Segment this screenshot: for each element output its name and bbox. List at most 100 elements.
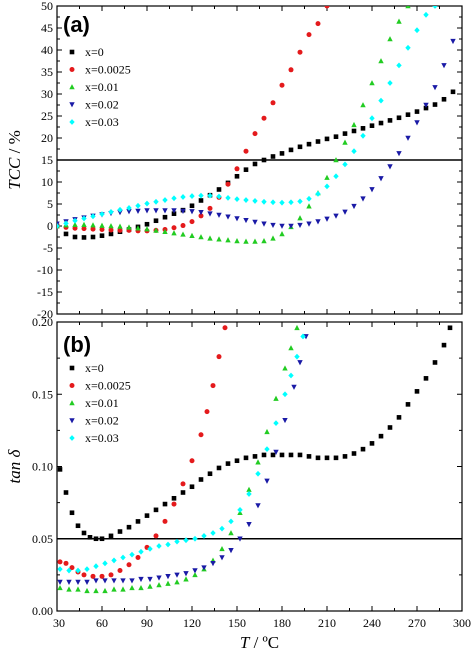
panel-a-point bbox=[72, 217, 78, 224]
panel-b-point bbox=[57, 559, 63, 565]
panel-a-point bbox=[279, 223, 285, 229]
panel-b-point bbox=[264, 478, 270, 484]
panel-b-point bbox=[171, 495, 177, 501]
panel-a-point bbox=[216, 187, 222, 192]
panel-a-point bbox=[270, 222, 276, 229]
panel-a-point bbox=[306, 195, 312, 202]
panel-a-legend-label: x=0.03 bbox=[85, 115, 119, 129]
panel-b-y-tick-label: 0.10 bbox=[32, 460, 53, 474]
panel-b-point bbox=[180, 490, 186, 495]
panel-b-point bbox=[57, 566, 63, 572]
panel-b-point bbox=[147, 545, 153, 552]
panel-a-point bbox=[378, 120, 384, 126]
panel-a-point bbox=[396, 115, 402, 121]
panel-a-point bbox=[198, 192, 204, 199]
panel-b-point bbox=[273, 420, 279, 427]
panel-b-point bbox=[87, 535, 93, 540]
panel-b-point bbox=[75, 523, 81, 529]
panel-a-point bbox=[63, 220, 69, 227]
panel-a-point bbox=[333, 213, 339, 219]
panel-a-point bbox=[297, 49, 303, 55]
panel-b-point bbox=[270, 452, 276, 458]
panel-a-point bbox=[72, 234, 78, 240]
panel-b-point bbox=[387, 425, 393, 430]
panel-a-legend-marker bbox=[69, 67, 75, 72]
panel-a-point bbox=[207, 192, 213, 199]
panel-a-point bbox=[432, 6, 438, 9]
panel-a-point bbox=[243, 197, 249, 203]
panel-b-x-tick-label: 210 bbox=[318, 616, 336, 630]
panel-a-point bbox=[324, 183, 330, 190]
panel-b-point bbox=[264, 428, 270, 435]
panel-a-point bbox=[297, 215, 303, 221]
panel-b-point bbox=[138, 548, 144, 555]
panel-b-point bbox=[156, 582, 162, 588]
panel-a-point bbox=[225, 181, 231, 187]
panel-a-point bbox=[306, 203, 312, 209]
panel-a-point bbox=[171, 211, 177, 216]
panel-a-y-tick-label: 25 bbox=[41, 109, 53, 123]
panel-a-point bbox=[261, 157, 267, 163]
panel-a-y-tick-label: 30 bbox=[41, 87, 53, 101]
panel-b-y-tick-label: 0.00 bbox=[32, 604, 53, 618]
panel-a-point bbox=[387, 118, 393, 123]
panel-b-point bbox=[174, 538, 180, 545]
panel-a-point bbox=[252, 198, 258, 204]
panel-b-y-tick-label: 0.20 bbox=[32, 315, 53, 329]
panel-b-legend-marker bbox=[69, 383, 75, 388]
panel-a-y-tick-label: 20 bbox=[41, 131, 53, 145]
panel-a-point bbox=[63, 231, 69, 237]
panel-a-y-tick-label: -15 bbox=[37, 285, 53, 299]
panel-b-point bbox=[126, 562, 132, 568]
panel-b-point bbox=[165, 574, 171, 580]
panel-a-point bbox=[333, 134, 339, 139]
panel-b-point bbox=[294, 353, 300, 360]
panel-a-point bbox=[432, 85, 438, 91]
panel-b-tan-delta: (b) tan δ T / ºC 0.00 0.05 0.10 0.15 0.20 30 6… bbox=[5, 315, 471, 652]
panel-a-point bbox=[396, 151, 402, 157]
panel-b-point bbox=[396, 415, 402, 420]
panel-b-point bbox=[192, 571, 198, 578]
panel-a-point bbox=[369, 123, 375, 128]
panel-b-point bbox=[174, 579, 180, 585]
panel-b-point bbox=[441, 342, 447, 348]
panel-a-point bbox=[234, 238, 240, 244]
panel-b-point bbox=[117, 568, 123, 574]
panel-b-point bbox=[192, 535, 198, 542]
x-axis-title: T / ºC bbox=[240, 633, 279, 652]
panel-a-point bbox=[369, 80, 375, 86]
panel-a-point bbox=[126, 209, 132, 215]
panel-b-point bbox=[369, 441, 375, 446]
panel-b-point bbox=[117, 529, 123, 534]
panel-a-tcc: (a) TCC / % -20 -15 -10 -5 0 5 10 15 20 25 30 35 40 4… bbox=[5, 0, 463, 321]
panel-a-point bbox=[297, 144, 303, 150]
panel-b-point bbox=[228, 548, 234, 554]
panel-b-point bbox=[288, 452, 294, 458]
panel-b-x-tick-label: 60 bbox=[96, 616, 108, 630]
panel-b-point bbox=[162, 501, 168, 507]
panel-b-point bbox=[264, 446, 270, 453]
panel-a-point bbox=[270, 100, 276, 106]
panel-a-legend-marker bbox=[69, 102, 75, 108]
panel-b-point bbox=[165, 580, 171, 586]
panel-a-point bbox=[378, 97, 384, 104]
panel-a-legend-label: x=0.01 bbox=[85, 80, 119, 94]
panel-b-point bbox=[108, 533, 114, 539]
panel-a-point bbox=[171, 208, 177, 214]
panel-a-point bbox=[342, 131, 348, 136]
panel-a-point bbox=[180, 194, 186, 200]
panel-a-point bbox=[387, 164, 393, 170]
panel-b-point bbox=[75, 579, 81, 585]
panel-b-y-tick-label: 0.05 bbox=[32, 532, 53, 546]
panel-a-point bbox=[387, 80, 393, 86]
panel-b-point bbox=[120, 586, 126, 592]
panel-b-point bbox=[273, 395, 279, 401]
panel-b-point bbox=[219, 525, 225, 532]
panel-b-point bbox=[351, 451, 357, 456]
panel-b-legend-label: x=0.01 bbox=[85, 396, 119, 410]
panel-a-point bbox=[315, 190, 321, 197]
panel-a-point bbox=[189, 203, 195, 209]
panel-b-point bbox=[156, 575, 162, 581]
panel-a-point bbox=[153, 218, 159, 224]
panel-a-point bbox=[342, 139, 348, 145]
